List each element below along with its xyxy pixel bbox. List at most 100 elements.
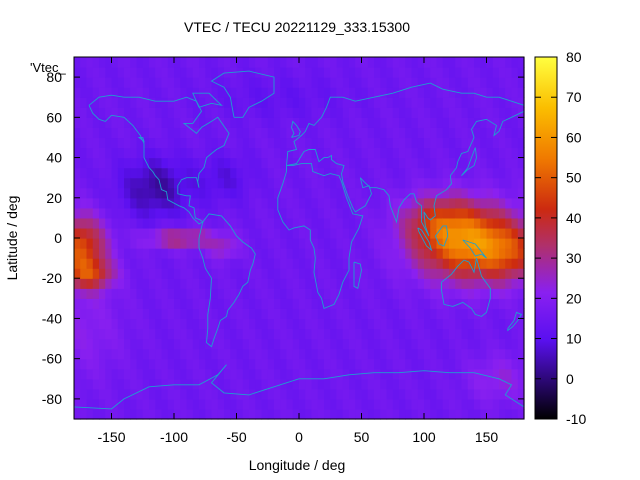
- heatmap-cell: [374, 288, 381, 299]
- y-tick-label: -60: [42, 351, 62, 367]
- heatmap-cell: [317, 238, 325, 249]
- heatmap-cell: [492, 87, 500, 98]
- y-tick-label: -40: [42, 310, 62, 326]
- heatmap-cell: [399, 298, 406, 309]
- heatmap-cell: [124, 338, 131, 350]
- heatmap-cell: [130, 127, 138, 139]
- heatmap-cell: [217, 77, 225, 88]
- heatmap-cell: [74, 378, 81, 390]
- heatmap-cell: [86, 358, 94, 370]
- heatmap-cell: [480, 378, 488, 390]
- heatmap-cell: [174, 127, 181, 139]
- heatmap-cell: [224, 117, 231, 128]
- heatmap-cell: [124, 97, 131, 108]
- heatmap-cell: [149, 358, 156, 370]
- coastline: [434, 225, 449, 247]
- heatmap-cell: [480, 388, 488, 400]
- heatmap-cell: [286, 67, 294, 78]
- heatmap-cell: [224, 298, 231, 309]
- heatmap-cell: [105, 107, 113, 118]
- heatmap-cell: [386, 308, 394, 320]
- heatmap-cell: [105, 278, 113, 289]
- heatmap-cell: [155, 127, 163, 139]
- heatmap-cell: [486, 197, 494, 209]
- heatmap-cell: [380, 268, 388, 279]
- heatmap-cell: [105, 197, 113, 209]
- heatmap-cell: [480, 308, 488, 320]
- heatmap-cell: [442, 127, 450, 139]
- heatmap-cell: [255, 207, 263, 219]
- heatmap-cell: [130, 238, 138, 249]
- heatmap-cell: [492, 227, 500, 239]
- heatmap-cell: [105, 67, 113, 78]
- heatmap-cell: [349, 378, 356, 390]
- heatmap-cell: [167, 378, 175, 390]
- heatmap-cell: [180, 238, 188, 249]
- heatmap-cell: [224, 398, 231, 410]
- heatmap-cell: [105, 87, 113, 98]
- heatmap-cell: [230, 137, 238, 149]
- heatmap-cell: [180, 207, 188, 219]
- heatmap-cell: [455, 358, 463, 370]
- heatmap-cell: [217, 197, 225, 209]
- heatmap-cell: [286, 137, 294, 149]
- heatmap-cell: [499, 278, 506, 289]
- heatmap-cell: [330, 398, 338, 410]
- heatmap-cell: [86, 77, 94, 88]
- heatmap-cell: [255, 87, 263, 98]
- heatmap-cell: [517, 268, 525, 279]
- heatmap-cell: [317, 107, 325, 118]
- heatmap-cell: [230, 268, 238, 279]
- heatmap-cell: [349, 137, 356, 149]
- heatmap-cell: [449, 127, 456, 139]
- heatmap-cell: [386, 67, 394, 78]
- heatmap-cell: [480, 298, 488, 309]
- heatmap-cell: [392, 77, 400, 88]
- heatmap-cell: [267, 57, 275, 68]
- heatmap-cell: [261, 107, 269, 118]
- heatmap-cell: [430, 187, 438, 199]
- heatmap-cell: [186, 117, 194, 128]
- heatmap-cell: [461, 238, 469, 249]
- heatmap-cell: [342, 318, 350, 330]
- heatmap-cell: [355, 147, 363, 159]
- heatmap-cell: [124, 298, 131, 309]
- heatmap-cell: [255, 378, 263, 390]
- heatmap-cell: [211, 358, 219, 370]
- heatmap-cell: [467, 328, 475, 340]
- heatmap-cell: [174, 248, 181, 259]
- heatmap-cell: [355, 318, 363, 330]
- heatmap-cell: [205, 398, 213, 410]
- heatmap-cell: [305, 207, 313, 219]
- heatmap-cell: [342, 77, 350, 88]
- heatmap-cell: [499, 388, 506, 400]
- heatmap-cell: [292, 238, 300, 249]
- heatmap-cell: [386, 408, 394, 420]
- heatmap-cell: [211, 388, 219, 400]
- heatmap-cell: [274, 157, 281, 169]
- heatmap-cell: [430, 57, 438, 68]
- heatmap-cell: [330, 288, 338, 299]
- heatmap-cell: [99, 77, 106, 88]
- heatmap-cell: [380, 217, 388, 229]
- heatmap-cell: [492, 117, 500, 128]
- heatmap-cell: [342, 308, 350, 320]
- heatmap-cell: [142, 87, 150, 98]
- heatmap-cell: [324, 217, 331, 229]
- heatmap-cell: [267, 298, 275, 309]
- heatmap-cell: [299, 57, 306, 68]
- heatmap-cell: [380, 77, 388, 88]
- heatmap-cell: [317, 338, 325, 350]
- heatmap-cell: [305, 177, 313, 189]
- heatmap-cell: [374, 167, 381, 179]
- heatmap-cell: [161, 368, 169, 380]
- heatmap-cell: [442, 167, 450, 179]
- heatmap-cell: [86, 268, 94, 279]
- heatmap-cell: [92, 388, 100, 400]
- heatmap-cell: [86, 167, 94, 179]
- heatmap-cell: [492, 348, 500, 360]
- heatmap-cell: [467, 248, 475, 259]
- heatmap-cell: [199, 137, 206, 149]
- heatmap-cell: [505, 57, 513, 68]
- heatmap-cell: [199, 238, 206, 249]
